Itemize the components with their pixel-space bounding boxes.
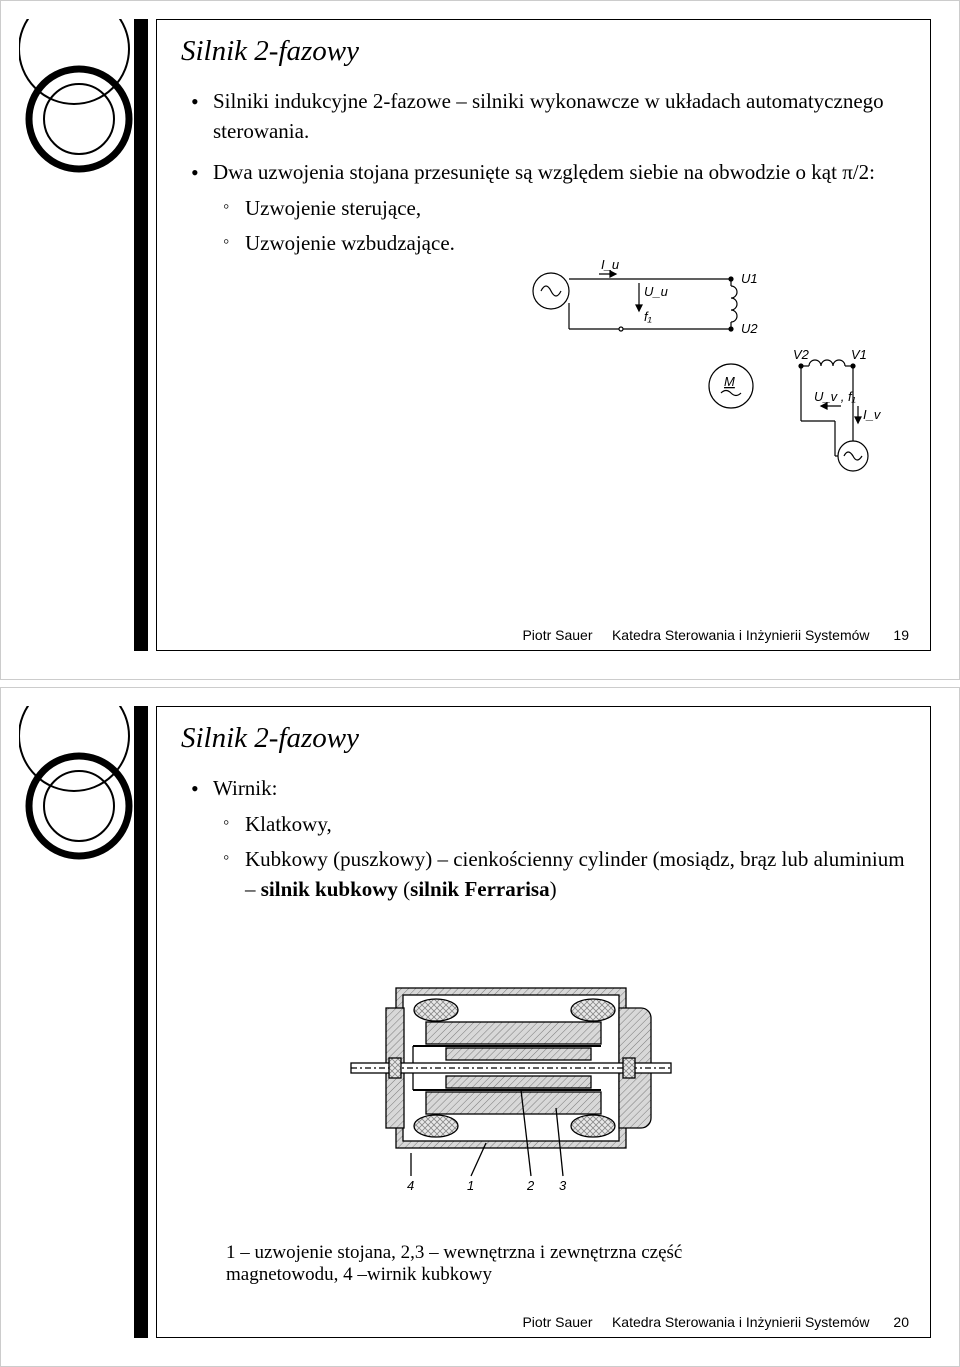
circuit-diagram: I_u U_u f₁ U1 U2 M [521, 231, 901, 491]
label-Uvf1: U_v , f₁ [814, 389, 856, 404]
slide-19: Silnik 2-fazowy Silniki indukcyjne 2-faz… [0, 0, 960, 680]
slide-footer: Piotr Sauer Katedra Sterowania i Inżynie… [522, 627, 909, 643]
slide-content: Silnik 2-fazowy Wirnik: Klatkowy, Kubkow… [181, 722, 909, 915]
bullet-item: Silniki indukcyjne 2-fazowe – silniki wy… [209, 86, 909, 147]
bullet-list: Wirnik: Klatkowy, Kubkowy (puszkowy) – c… [181, 773, 909, 905]
label-V1: V1 [851, 347, 867, 362]
diag-label-4: 4 [407, 1178, 414, 1193]
diag-label-1: 1 [467, 1178, 474, 1193]
bullet-text: Silniki indukcyjne 2-fazowe – silniki wy… [213, 89, 884, 143]
bullet-item: Wirnik: Klatkowy, Kubkowy (puszkowy) – c… [209, 773, 909, 905]
label-Iv: I_v [863, 407, 882, 422]
page-number: 20 [893, 1314, 909, 1330]
slide-title: Silnik 2-fazowy [181, 722, 909, 755]
label-V2: V2 [793, 347, 810, 362]
page-number: 19 [893, 627, 909, 643]
slide-title: Silnik 2-fazowy [181, 35, 909, 68]
footer-dept: Katedra Sterowania i Inżynierii Systemów [612, 627, 870, 643]
slide-20: Silnik 2-fazowy Wirnik: Klatkowy, Kubkow… [0, 687, 960, 1367]
diag-label-3: 3 [559, 1178, 567, 1193]
diag-label-2: 2 [526, 1178, 535, 1193]
sub-bullet-item: Klatkowy, [241, 809, 909, 839]
label-M: M [724, 374, 735, 389]
label-U1: U1 [741, 271, 758, 286]
sub-bullet-list: Klatkowy, Kubkowy (puszkowy) – cienkości… [213, 809, 909, 904]
sub-text: Kubkowy (puszkowy) – cienkościenny cylin… [245, 847, 905, 901]
label-Iu: I_u [601, 257, 619, 272]
label-Uu: U_u [644, 284, 668, 299]
corner-decoration [19, 706, 144, 906]
sub-bullet-item: Uzwojenie sterujące, [241, 193, 909, 223]
diagram-caption: 1 – uzwojenie stojana, 2,3 – wewnętrzna … [226, 1242, 746, 1286]
motor-diagram: 4 1 2 3 [341, 978, 681, 1198]
label-U2: U2 [741, 321, 758, 336]
slide-footer: Piotr Sauer Katedra Sterowania i Inżynie… [522, 1314, 909, 1330]
footer-author: Piotr Sauer [522, 627, 592, 643]
corner-decoration [19, 19, 144, 219]
label-f1: f₁ [644, 309, 652, 324]
footer-dept: Katedra Sterowania i Inżynierii Systemów [612, 1314, 870, 1330]
sub-bullet-item: Kubkowy (puszkowy) – cienkościenny cylin… [241, 844, 909, 905]
bullet-text: Wirnik: [213, 776, 277, 800]
bullet-text: Dwa uzwojenia stojana przesunięte są wzg… [213, 160, 875, 184]
footer-author: Piotr Sauer [522, 1314, 592, 1330]
